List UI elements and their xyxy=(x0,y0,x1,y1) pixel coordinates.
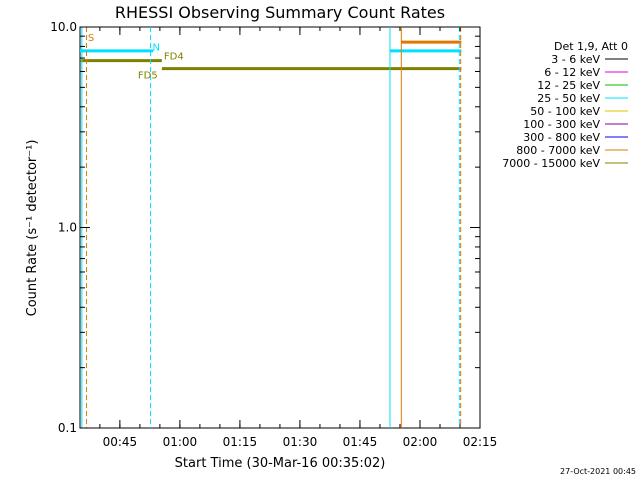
legend-entry-label: 6 - 12 keV xyxy=(544,66,600,79)
legend-entry-label: 25 - 50 keV xyxy=(537,92,600,105)
annotation-label: S xyxy=(88,33,94,44)
plot-frame xyxy=(79,26,481,429)
x-axis-label: Start Time (30-Mar-16 00:35:02) xyxy=(175,456,386,471)
x-tick-label: 01:15 xyxy=(223,435,258,449)
generated-timestamp: 27-Oct-2021 00:45 xyxy=(560,467,636,476)
y-axis: 0.1 1.0 10.0 xyxy=(50,20,480,435)
legend-entry-label: 3 - 6 keV xyxy=(551,53,600,66)
legend-entry-label: 7000 - 15000 keV xyxy=(502,157,600,170)
annotation-label: FD4 xyxy=(164,52,184,63)
legend-entry-label: 100 - 300 keV xyxy=(523,118,600,131)
legend-entry-label: 12 - 25 keV xyxy=(537,79,600,92)
x-tick-label: 02:15 xyxy=(463,435,498,449)
vertical-lines-layer xyxy=(81,27,462,428)
x-tick-label: 02:00 xyxy=(403,435,438,449)
legend-entry-label: 800 - 7000 keV xyxy=(516,144,600,157)
y-tick-label: 1.0 xyxy=(58,221,77,235)
x-tick-label: 01:00 xyxy=(163,435,198,449)
x-tick-label: 00:45 xyxy=(103,435,138,449)
x-axis: 00:45 01:00 01:15 01:30 01:45 02:00 02:15 xyxy=(99,27,498,449)
y-tick-label: 10.0 xyxy=(50,20,77,34)
annotations-layer: S N FD4 FD5 xyxy=(88,33,184,81)
y-axis-label: Count Rate (s⁻¹ detector⁻¹) xyxy=(25,140,40,317)
chart-title: RHESSI Observing Summary Count Rates xyxy=(115,3,445,22)
x-tick-label: 01:30 xyxy=(283,435,318,449)
series-layer xyxy=(80,40,462,71)
legend-entry-label: 300 - 800 keV xyxy=(523,131,600,144)
y-tick-label: 0.1 xyxy=(58,421,77,435)
annotation-label: FD5 xyxy=(138,70,158,81)
annotation-label: N xyxy=(153,42,160,53)
legend-entry-label: 50 - 100 keV xyxy=(530,105,600,118)
x-tick-label: 01:45 xyxy=(343,435,378,449)
legend-header: Det 1,9, Att 0 xyxy=(554,40,628,53)
